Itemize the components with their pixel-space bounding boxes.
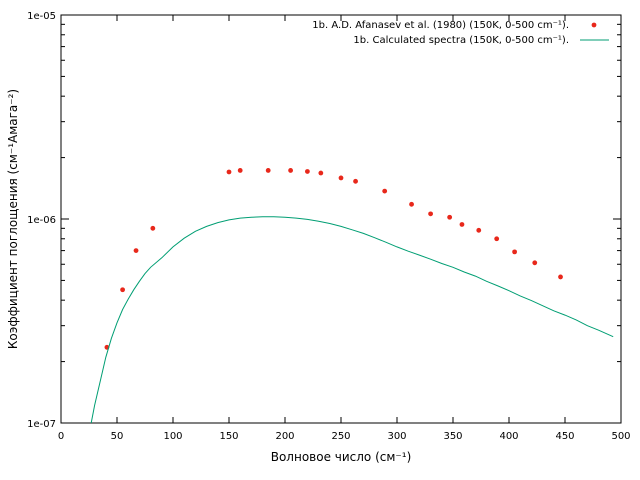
data-point-observed <box>512 249 517 255</box>
data-point-observed <box>494 236 500 242</box>
x-tick-label: 200 <box>275 431 294 442</box>
data-point-observed <box>318 170 324 176</box>
x-tick-label: 400 <box>499 431 518 442</box>
data-point-observed <box>265 168 271 173</box>
legend-marker-points <box>591 22 597 28</box>
legend-label-observed: 1b. A.D. Afanasev et al. (1980) (150K, 0… <box>312 20 569 31</box>
x-tick-label: 100 <box>163 431 182 442</box>
x-tick-label: 150 <box>219 431 238 442</box>
data-point-observed <box>409 201 414 207</box>
x-tick-label: 250 <box>331 431 350 442</box>
series-line-calculated <box>90 216 614 424</box>
y-axis-label: Коэффициент поглощения (см⁻¹Амага⁻²) <box>6 89 20 349</box>
data-point-observed <box>428 211 433 217</box>
data-point-observed <box>150 225 156 231</box>
x-tick-label: 50 <box>111 431 124 442</box>
y-tick-label: 1e-05 <box>27 11 56 22</box>
data-point-observed <box>447 214 453 220</box>
x-axis-label: Волновое число (см⁻¹) <box>271 450 412 464</box>
x-tick-label: 450 <box>555 431 574 442</box>
data-point-observed <box>532 260 538 266</box>
data-point-observed <box>382 188 388 194</box>
data-point-observed <box>226 169 232 175</box>
data-point-observed <box>305 169 310 174</box>
y-tick-label: 1e-06 <box>27 215 56 226</box>
data-point-observed <box>353 178 358 184</box>
legend: 1b. A.D. Afanasev et al. (1980) (150K, 0… <box>312 20 609 46</box>
x-tick-label: 300 <box>387 431 406 442</box>
data-point-observed <box>237 168 243 173</box>
data-point-observed <box>120 287 125 293</box>
data-point-observed <box>558 274 563 280</box>
data-point-observed <box>459 222 465 227</box>
legend-label-calculated: 1b. Calculated spectra (150K, 0-500 cm⁻¹… <box>353 35 569 46</box>
y-axis-ticks: 1e-07 1e-06 1e-05 <box>27 11 621 430</box>
x-tick-label: 0 <box>58 431 64 442</box>
y-tick-label: 1e-07 <box>27 419 56 430</box>
series-layer <box>90 168 614 424</box>
data-point-observed <box>476 227 482 233</box>
data-point-observed <box>338 175 344 181</box>
data-point-observed <box>133 248 139 254</box>
x-tick-label: 500 <box>611 431 630 442</box>
data-point-observed <box>288 168 293 173</box>
x-axis-ticks: 0 50 100 150 200 250 300 350 400 450 500 <box>58 15 631 442</box>
plot-frame <box>60 14 622 424</box>
x-tick-label: 350 <box>443 431 462 442</box>
